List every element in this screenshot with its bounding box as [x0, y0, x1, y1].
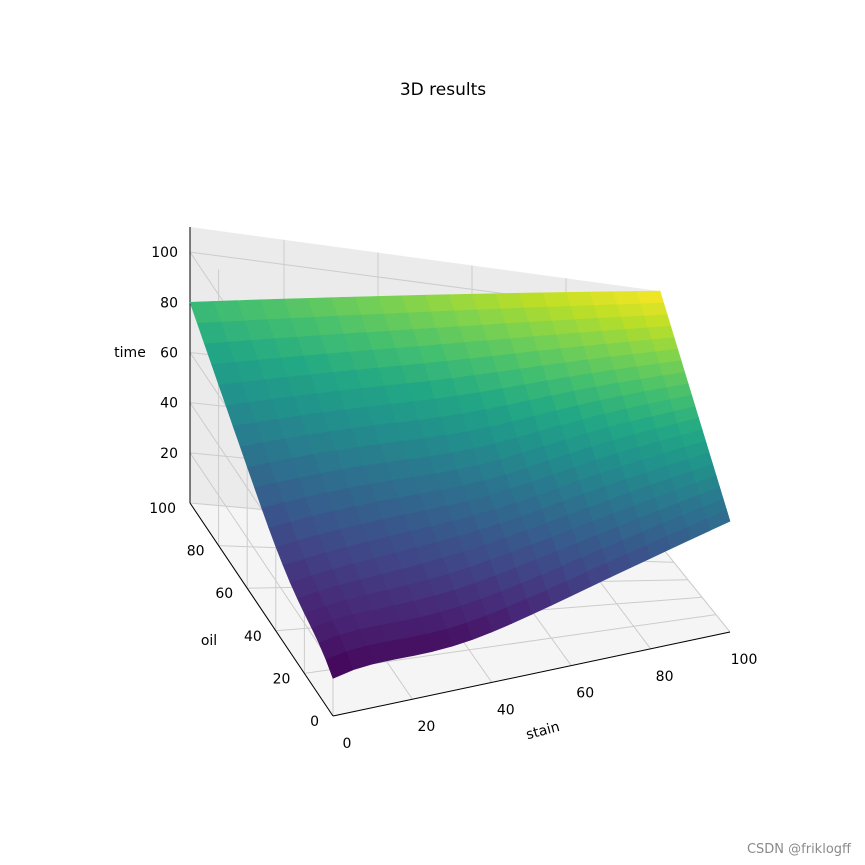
surface-patch	[624, 326, 652, 342]
surface-patch	[647, 325, 675, 340]
surface-patch	[597, 316, 625, 331]
surface-patch	[546, 305, 575, 321]
x-tick-label: 100	[731, 652, 758, 668]
z-tick-label: 60	[160, 346, 178, 362]
x-tick-label: 0	[343, 736, 352, 752]
surface-patch	[628, 338, 656, 355]
x-tick-label: 80	[656, 669, 674, 685]
chart-title: 3D results	[400, 80, 486, 100]
surface-patch	[555, 332, 584, 349]
x-tick-label: 20	[417, 719, 435, 735]
z-tick-label: 80	[160, 295, 178, 311]
surface-patch	[601, 328, 629, 344]
surface-patch	[559, 345, 588, 363]
y-tick-label: 40	[244, 629, 262, 645]
surface-patch	[616, 302, 645, 317]
z-tick-label: 20	[160, 446, 178, 462]
x-tick-label: 60	[576, 686, 594, 702]
tick-labels: 0 20 40 60 80 100 0 20 40 60 80 100 20 40 60 80 100	[149, 245, 757, 752]
y-axis-label: oil	[201, 633, 217, 649]
surface-patch	[636, 290, 664, 304]
surface-patch	[639, 302, 668, 316]
surface-patch	[643, 313, 671, 328]
watermark: CSDN @friklogff	[746, 842, 851, 857]
y-tick-label: 20	[273, 671, 291, 687]
surface-patch	[578, 330, 607, 347]
y-tick-label: 60	[215, 586, 233, 602]
surface-patch	[550, 318, 580, 335]
surface-patch	[620, 314, 648, 330]
floor-gridline-x	[659, 544, 731, 633]
surface-patch	[565, 291, 594, 307]
z-tick-label: 100	[151, 245, 178, 261]
y-tick-label: 80	[187, 544, 205, 560]
y-tick-label: 100	[149, 501, 176, 517]
y-axis-line	[189, 502, 334, 717]
left-gridline-z	[189, 452, 334, 667]
surface-patch	[605, 340, 633, 357]
x-tick-label: 40	[497, 702, 515, 718]
y-tick-label: 0	[310, 714, 319, 730]
z-axis-label: time	[114, 345, 146, 361]
surface-patch	[569, 304, 599, 320]
surface-patch	[589, 291, 618, 306]
surface-patch	[582, 343, 611, 360]
surface-patch	[593, 303, 622, 319]
surface-patch	[574, 317, 602, 333]
axes	[189, 227, 731, 717]
surface-patch	[189, 301, 221, 324]
x-axis-label: stain	[524, 719, 561, 743]
surface-patch	[650, 336, 678, 352]
surface	[189, 290, 731, 679]
x-axis-line	[332, 631, 731, 717]
surface-patch	[612, 291, 641, 305]
z-tick-label: 40	[160, 396, 178, 412]
surface-patch	[542, 292, 571, 307]
